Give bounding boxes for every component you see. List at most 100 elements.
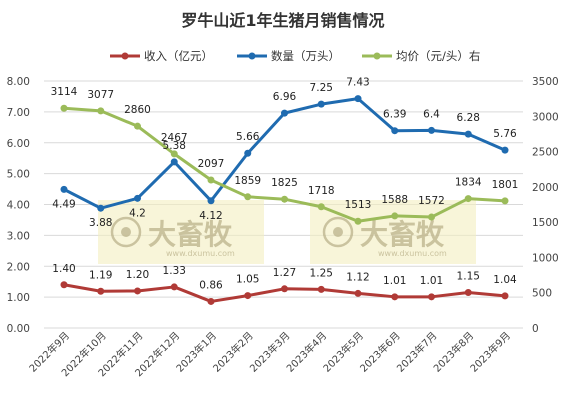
watermark-right: 大畜牧 www.dxumu.com <box>310 200 476 264</box>
data-point <box>317 100 325 108</box>
legend-marker <box>121 52 129 60</box>
data-point <box>501 292 509 300</box>
right-tick-label: 1500 <box>532 217 559 229</box>
data-point <box>501 197 509 205</box>
data-label: 5.66 <box>236 131 260 143</box>
data-point <box>244 193 252 201</box>
right-tick-label: 1000 <box>532 252 559 264</box>
data-label: 2097 <box>198 158 225 170</box>
data-point <box>170 283 178 291</box>
data-point <box>281 195 288 203</box>
data-point <box>134 122 141 130</box>
data-label: 1.40 <box>52 263 75 275</box>
left-tick-label: 8.00 <box>7 76 30 88</box>
data-point <box>428 293 435 301</box>
left-tick-label: 6.00 <box>7 138 30 150</box>
data-label: 4.2 <box>129 207 146 219</box>
data-point <box>391 212 399 220</box>
right-tick-label: 0 <box>532 323 539 335</box>
right-tick-label: 3000 <box>532 111 559 123</box>
data-label: 1.15 <box>457 270 480 282</box>
data-point <box>281 285 288 293</box>
watermark-brand: 大畜牧 <box>360 218 445 251</box>
data-label: 1.33 <box>163 265 186 277</box>
data-label: 7.43 <box>346 77 369 89</box>
data-labels: 1.40 1.19 1.20 1.33 0.86 1.05 1.27 1.25 1.12 1.01… <box>51 77 519 292</box>
legend: 收入（亿元） 数量（万头） 均价（元/头）右 <box>110 49 480 63</box>
data-label: 6.39 <box>383 109 406 121</box>
data-point <box>354 289 362 297</box>
data-point <box>501 146 509 154</box>
data-label: 2467 <box>161 132 188 144</box>
data-point <box>170 158 178 166</box>
left-axis: 0.00 1.00 2.00 3.00 4.00 5.00 6.00 7.00 8.00 <box>7 76 30 335</box>
data-label: 1.25 <box>310 267 333 279</box>
data-point <box>464 130 472 138</box>
data-point <box>281 109 288 117</box>
data-label: 1825 <box>271 177 298 189</box>
right-tick-label: 2500 <box>532 147 559 159</box>
data-label: 1801 <box>492 179 519 191</box>
legend-marker <box>248 52 256 60</box>
legend-label: 数量（万头） <box>271 49 340 63</box>
data-label: 1572 <box>418 195 445 207</box>
data-label: 5.76 <box>493 128 517 140</box>
right-tick-label: 2000 <box>532 182 559 194</box>
data-label: 1.05 <box>236 274 259 286</box>
right-tick-label: 500 <box>532 288 552 300</box>
data-point <box>464 288 472 296</box>
left-tick-label: 7.00 <box>7 107 30 119</box>
left-tick-label: 3.00 <box>7 230 30 242</box>
data-point <box>97 287 105 295</box>
x-tick-label: 2023年9月 <box>467 329 513 375</box>
data-point <box>244 149 252 157</box>
data-label: 1718 <box>308 185 335 197</box>
data-label: 3.88 <box>89 217 112 229</box>
data-point <box>428 126 435 134</box>
data-point <box>354 217 362 225</box>
data-label: 1.01 <box>383 275 406 287</box>
watermark-left: 大畜牧 www.dxumu.com <box>98 200 264 264</box>
data-point <box>207 197 215 205</box>
data-point <box>97 107 105 115</box>
chart-title: 罗牛山近1年生猪月销售情况 <box>181 11 384 30</box>
data-point <box>354 95 362 103</box>
data-point <box>60 281 68 289</box>
data-point <box>244 292 252 300</box>
left-tick-label: 5.00 <box>7 169 30 181</box>
data-point <box>464 195 472 203</box>
x-axis: 2022年9月2022年10月2022年11月2022年12月2023年1月20… <box>26 329 513 379</box>
legend-marker <box>373 52 381 60</box>
data-label: 6.96 <box>273 91 297 103</box>
data-label: 1834 <box>455 177 482 189</box>
data-label: 1588 <box>381 194 408 206</box>
data-point <box>207 176 215 184</box>
data-label: 5.38 <box>163 140 186 152</box>
data-label: 1.01 <box>420 275 443 287</box>
data-label: 1.19 <box>89 269 112 281</box>
data-label: 4.49 <box>52 198 75 210</box>
data-label: 4.12 <box>199 210 222 222</box>
data-label: 0.86 <box>199 279 223 291</box>
data-point <box>391 127 399 135</box>
data-label: 2860 <box>124 104 151 116</box>
right-axis: 0 500 1000 1500 2000 2500 3000 3500 <box>532 76 559 335</box>
data-label: 3077 <box>87 89 114 101</box>
data-point <box>317 285 325 293</box>
data-point <box>60 104 68 112</box>
left-tick-label: 4.00 <box>7 200 30 212</box>
data-point <box>170 150 178 158</box>
data-point <box>391 293 399 301</box>
data-label: 3114 <box>51 86 78 98</box>
left-tick-label: 2.00 <box>7 261 30 273</box>
data-point <box>207 297 215 305</box>
data-point <box>97 204 105 212</box>
data-label: 1.27 <box>273 267 296 279</box>
data-point <box>134 194 141 202</box>
left-tick-label: 1.00 <box>7 292 30 304</box>
data-label: 1.04 <box>493 274 517 286</box>
data-point <box>134 287 141 295</box>
data-label: 7.25 <box>310 82 333 94</box>
data-label: 6.28 <box>457 112 480 124</box>
